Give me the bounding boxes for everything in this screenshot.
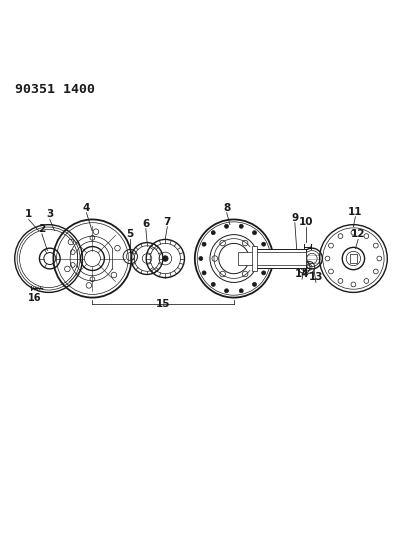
Circle shape bbox=[262, 271, 266, 275]
Circle shape bbox=[162, 256, 168, 261]
Text: 90351 1400: 90351 1400 bbox=[15, 83, 95, 96]
Text: 10: 10 bbox=[299, 216, 314, 227]
Text: 12: 12 bbox=[351, 229, 366, 239]
Text: 3: 3 bbox=[46, 209, 53, 220]
Circle shape bbox=[202, 242, 206, 246]
Circle shape bbox=[199, 256, 203, 261]
Circle shape bbox=[265, 256, 269, 261]
Bar bbox=[350, 254, 357, 263]
Bar bbox=[252, 246, 257, 271]
Bar bbox=[238, 252, 305, 265]
Circle shape bbox=[252, 231, 257, 235]
Text: 16: 16 bbox=[28, 293, 41, 303]
Circle shape bbox=[211, 231, 215, 235]
Bar bbox=[254, 248, 305, 269]
Circle shape bbox=[225, 289, 229, 293]
Circle shape bbox=[239, 224, 243, 228]
Circle shape bbox=[225, 224, 229, 228]
Text: 6: 6 bbox=[142, 219, 149, 229]
Circle shape bbox=[239, 289, 243, 293]
Text: 7: 7 bbox=[164, 216, 171, 227]
Text: 9: 9 bbox=[291, 213, 299, 223]
Text: 8: 8 bbox=[223, 203, 230, 213]
Circle shape bbox=[211, 282, 215, 286]
Circle shape bbox=[252, 282, 257, 286]
Text: 14: 14 bbox=[295, 269, 309, 279]
Circle shape bbox=[202, 271, 206, 275]
Text: 1: 1 bbox=[25, 209, 32, 220]
Text: 4: 4 bbox=[83, 203, 90, 213]
Text: 15: 15 bbox=[156, 299, 170, 309]
Text: 2: 2 bbox=[38, 224, 46, 234]
Text: 11: 11 bbox=[348, 207, 363, 217]
Text: 13: 13 bbox=[309, 272, 323, 282]
Circle shape bbox=[262, 242, 266, 246]
Text: 5: 5 bbox=[127, 229, 134, 239]
